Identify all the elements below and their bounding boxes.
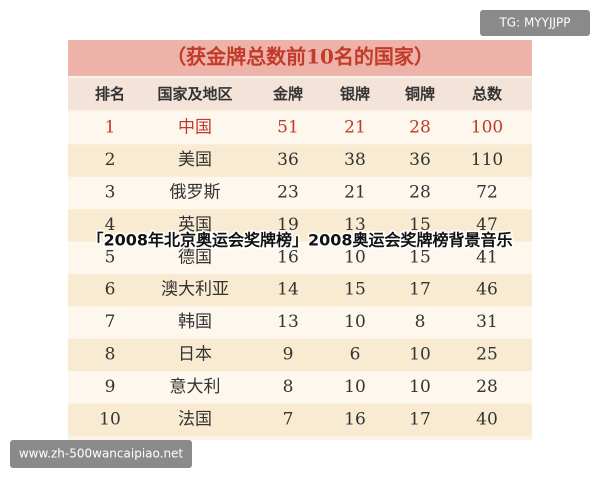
caption: 「2008年北京奥运会奖牌榜」2008奥运会奖牌榜背景音乐 [87, 231, 512, 250]
cell: 38 [344, 150, 366, 170]
cell: 9 [283, 345, 294, 365]
cell: 10 [409, 377, 431, 397]
cell: 8 [283, 377, 294, 397]
cell: 13 [277, 312, 299, 332]
cell: 17 [409, 280, 431, 300]
cell: 17 [409, 409, 431, 429]
row-bg [68, 338, 532, 372]
badge [10, 440, 192, 468]
cell: 36 [277, 150, 299, 170]
cell: 德国 [178, 247, 212, 267]
header-row [68, 78, 532, 110]
cell: 中国 [178, 118, 212, 138]
cell: 7 [283, 409, 294, 429]
row-bg [68, 241, 532, 274]
cell: 2 [105, 150, 116, 170]
header-cell: 金牌 [272, 85, 303, 103]
badge-text: TG: MYYJJPP [498, 16, 570, 30]
row-bg [68, 144, 532, 177]
row-bg [68, 209, 532, 242]
cell: 41 [476, 247, 498, 267]
cell: 8 [105, 345, 116, 365]
cell: 13 [344, 215, 366, 235]
cell: 法国 [178, 409, 212, 429]
cell: 21 [344, 183, 366, 203]
cell: 3 [105, 183, 116, 203]
header-cell: 银牌 [340, 85, 370, 103]
cell: 23 [277, 183, 299, 203]
cell: 28 [476, 377, 498, 397]
header-cell: 铜牌 [405, 85, 435, 103]
cell: 28 [409, 183, 431, 203]
cell: 10 [409, 345, 431, 365]
cell: 日本 [178, 345, 212, 365]
cell: 47 [476, 215, 498, 235]
cell: 14 [277, 280, 299, 300]
row-bg [68, 274, 532, 307]
cell: 10 [99, 409, 121, 429]
badge-text: www.zh-500wancaipiao.net [19, 447, 184, 461]
cell: 10 [344, 312, 366, 332]
cell: 21 [344, 118, 366, 138]
cell: 7 [105, 312, 116, 332]
banner-title: （获金牌总数前10名的国家） [166, 45, 434, 69]
row-bg [68, 306, 532, 339]
cell: 10 [344, 247, 366, 267]
row-bg [68, 371, 532, 404]
cell: 15 [344, 280, 366, 300]
header-cell: 国家及地区 [157, 85, 232, 103]
cell: 110 [471, 150, 503, 170]
cell: 31 [476, 312, 498, 332]
cell: 6 [105, 280, 116, 300]
header-cell: 排名 [95, 85, 125, 103]
row-bg [68, 176, 532, 210]
cell: 15 [409, 215, 431, 235]
cell: 15 [409, 247, 431, 267]
cell: 46 [476, 280, 498, 300]
cell: 意大利 [170, 377, 221, 397]
header-cell: 总数 [472, 85, 503, 103]
cell: 10 [344, 377, 366, 397]
badge [480, 10, 590, 36]
banner [68, 40, 532, 76]
cell: 韩国 [178, 312, 212, 332]
cell: 28 [409, 118, 431, 138]
row-bg [68, 112, 532, 145]
cell: 5 [105, 247, 116, 267]
cell: 72 [476, 183, 498, 203]
cell: 英国 [178, 215, 212, 235]
cell: 36 [409, 150, 431, 170]
cell: 16 [277, 247, 299, 267]
cell: 俄罗斯 [170, 183, 221, 203]
cell: 6 [350, 345, 361, 365]
row-bg [68, 403, 532, 436]
cell: 澳大利亚 [161, 280, 229, 300]
cell: 16 [344, 409, 366, 429]
cell: 51 [277, 118, 299, 138]
cell: 19 [277, 215, 299, 235]
cell: 9 [105, 377, 116, 397]
cell: 100 [471, 118, 503, 138]
cell: 25 [476, 345, 498, 365]
cell: 4 [105, 215, 116, 235]
cell: 1 [105, 118, 116, 138]
cell: 8 [415, 312, 426, 332]
cell: 美国 [178, 150, 212, 170]
cell: 40 [476, 409, 498, 429]
